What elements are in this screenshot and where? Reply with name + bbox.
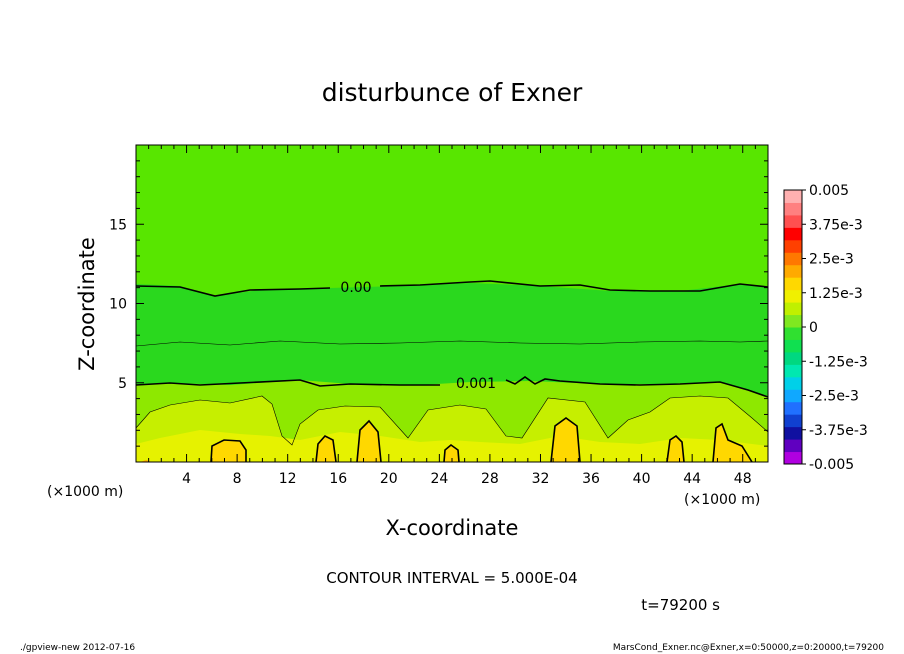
colorbar-swatch [784,439,802,453]
x-tick-label: 44 [683,471,701,487]
contour-line-0010 [135,376,769,398]
colorbar-swatch [784,389,802,403]
y-tick-label: 5 [118,376,127,392]
contour-line-0020 [210,417,753,463]
colorbar-label: 3.75e-3 [809,217,863,233]
colorbar-swatch [784,202,802,216]
colorbar-label: 1.25e-3 [809,286,863,302]
chart-title: disturbunce of Exner [322,78,583,107]
x-tick-label: 48 [734,471,752,487]
colorbar-swatch [784,351,802,365]
colorbar-swatch [784,227,802,241]
colorbar-swatch [784,277,802,291]
colorbar-label: -1.25e-3 [809,354,868,370]
colorbar-label: 2.5e-3 [809,252,854,268]
colorbar-swatch [784,239,802,253]
colorbar-swatch [784,364,802,378]
x-axis-label: X-coordinate [386,516,519,540]
x-tick-label: 20 [380,471,398,487]
colorbar-swatch [784,339,802,353]
colorbar-swatch [784,426,802,440]
x-tick-label: 8 [233,471,242,487]
x-tick-label: 12 [279,471,297,487]
time-note: t=79200 s [641,596,720,614]
colorbar-label: -3.75e-3 [809,423,868,439]
y-axis: 5 10 15 [109,160,768,447]
field-cell-4 [444,445,459,462]
colorbar-label: 0 [809,320,818,336]
contour-line-0005 [135,340,769,347]
x-unit-left: (×1000 m) [47,484,123,500]
plot-area: 0.00 0.001 [135,144,769,463]
field-cell-2 [316,436,336,462]
colorbar-label: -2.5e-3 [809,389,859,405]
colorbar-labels: 0.005 3.75e-3 2.5e-3 1.25e-3 0 -1.25e-3 -2.5e-… [802,183,868,473]
colorbar-swatch [784,401,802,415]
x-tick-label: 36 [582,471,600,487]
footer-right: MarsCond_Exner.nc@Exner,x=0:50000,z=0:20… [613,643,884,653]
x-axis: 4 8 12 16 20 24 28 32 36 40 44 48 [148,145,756,487]
contour-label-zero: 0.00 [340,280,371,296]
x-tick-label: 4 [182,471,191,487]
field-cell-6 [667,436,684,462]
colorbar-swatch [784,314,802,328]
colorbar-swatch [784,289,802,303]
x-tick-label: 32 [532,471,550,487]
y-tick-label: 15 [109,217,127,233]
field-cell-7 [713,424,752,462]
colorbar-swatch [784,264,802,278]
contour-line-0015 [135,395,769,446]
colorbar-swatch [784,302,802,316]
colorbar-swatch [784,376,802,390]
field-cell-3 [357,421,381,462]
contour-label-0010: 0.001 [456,376,496,392]
footer-left: ./gpview-new 2012-07-16 [20,643,135,653]
contour-interval-note: CONTOUR INTERVAL = 5.000E-04 [326,569,577,587]
x-tick-label: 24 [430,471,448,487]
x-tick-label: 40 [633,471,651,487]
contour-line-zero [135,280,769,297]
colorbar-swatch [784,414,802,428]
x-unit-right: (×1000 m) [684,492,760,508]
y-axis-label: Z-coordinate [75,237,99,371]
colorbar-swatch [784,214,802,228]
colorbar-swatch [784,252,802,266]
colorbar-label: -0.005 [809,457,854,473]
x-tick-label: 16 [329,471,347,487]
colorbar-label: 0.005 [809,183,849,199]
colorbar [784,190,802,465]
field-cell-5 [551,418,580,462]
colorbar-swatch [784,327,802,340]
colorbar-swatch [784,451,802,465]
colorbar-swatch [784,190,802,203]
x-tick-label: 28 [481,471,499,487]
y-tick-label: 10 [109,297,127,313]
